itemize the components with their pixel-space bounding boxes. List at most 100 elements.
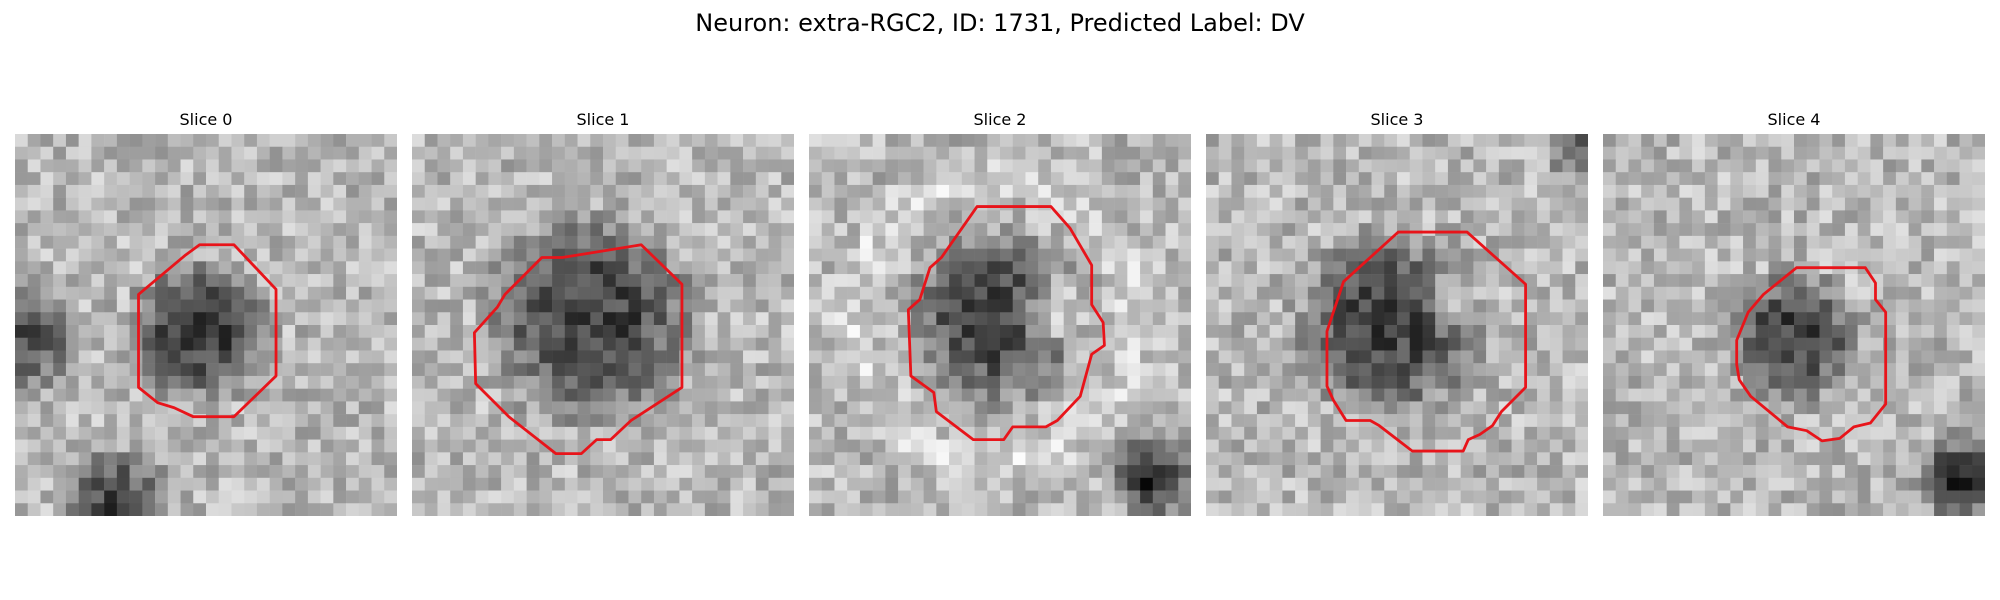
image-pixel: [1178, 414, 1191, 428]
image-pixel: [231, 477, 245, 491]
image-pixel: [1282, 401, 1296, 415]
image-pixel: [1012, 401, 1026, 415]
image-pixel: [1883, 490, 1897, 504]
image-pixel: [628, 261, 642, 275]
image-pixel: [1397, 350, 1410, 364]
image-pixel: [1140, 325, 1154, 338]
image-pixel: [358, 363, 372, 377]
image-pixel: [1857, 312, 1871, 326]
image-pixel: [1152, 414, 1166, 428]
image-pixel: [129, 210, 143, 224]
image-pixel: [809, 452, 822, 466]
image-pixel: [1794, 337, 1807, 351]
image-pixel: [307, 210, 321, 224]
image-pixel: [371, 274, 385, 288]
image-pixel: [320, 210, 334, 224]
image-pixel: [847, 490, 861, 504]
image-pixel: [1384, 172, 1398, 186]
image-pixel: [1165, 172, 1179, 186]
image-pixel: [1895, 299, 1909, 313]
image-pixel: [1768, 159, 1782, 173]
image-pixel: [218, 477, 232, 491]
image-pixel: [1089, 363, 1103, 377]
image-pixel: [1768, 286, 1782, 300]
image-pixel: [974, 363, 988, 377]
image-pixel: [885, 261, 899, 275]
image-pixel: [53, 426, 67, 440]
image-pixel: [501, 388, 515, 402]
image-pixel: [1140, 426, 1154, 440]
image-pixel: [320, 337, 334, 351]
image-pixel: [1946, 223, 1960, 237]
image-pixel: [1895, 414, 1909, 428]
image-pixel: [526, 248, 540, 262]
image-pixel: [768, 146, 782, 160]
image-pixel: [974, 159, 988, 173]
image-pixel: [1972, 465, 1985, 479]
image-pixel: [307, 439, 321, 453]
image-pixel: [1717, 223, 1731, 237]
image-pixel: [65, 197, 79, 211]
image-pixel: [371, 452, 385, 466]
image-pixel: [743, 363, 757, 377]
image-pixel: [1152, 134, 1166, 147]
image-pixel: [475, 363, 489, 377]
image-pixel: [1422, 452, 1436, 466]
image-pixel: [1206, 439, 1219, 453]
image-pixel: [809, 414, 822, 428]
image-pixel: [692, 261, 706, 275]
image-pixel: [320, 477, 334, 491]
image-pixel: [1282, 312, 1296, 326]
image-pixel: [1921, 134, 1935, 147]
image-pixel: [872, 337, 886, 351]
image-pixel: [809, 197, 822, 211]
image-pixel: [1704, 503, 1718, 516]
image-pixel: [1781, 388, 1795, 402]
image-pixel: [501, 490, 515, 504]
image-pixel: [1806, 172, 1820, 186]
image-pixel: [1346, 146, 1360, 160]
image-pixel: [781, 134, 794, 147]
image-pixel: [1549, 325, 1563, 338]
image-pixel: [1076, 490, 1090, 504]
image-pixel: [1012, 388, 1026, 402]
image-pixel: [1076, 197, 1090, 211]
image-pixel: [1346, 439, 1360, 453]
image-pixel: [809, 172, 822, 186]
image-pixel: [1524, 465, 1538, 479]
image-pixel: [653, 465, 667, 479]
image-pixel: [577, 223, 591, 237]
image-pixel: [1537, 337, 1551, 351]
image-pixel: [1819, 248, 1833, 262]
image-pixel: [1870, 477, 1884, 491]
image-pixel: [1295, 184, 1309, 198]
image-pixel: [974, 261, 988, 275]
image-pixel: [1371, 388, 1385, 402]
image-pixel: [1244, 388, 1258, 402]
image-pixel: [1473, 146, 1487, 160]
image-pixel: [1101, 172, 1115, 186]
image-pixel: [730, 439, 744, 453]
image-pixel: [78, 414, 92, 428]
image-pixel: [1114, 337, 1128, 351]
image-pixel: [180, 210, 194, 224]
image-pixel: [1511, 261, 1525, 275]
image-pixel: [1140, 223, 1154, 237]
image-pixel: [1959, 401, 1973, 415]
image-pixel: [1946, 286, 1960, 300]
image-pixel: [424, 286, 438, 300]
image-pixel: [513, 172, 527, 186]
image-pixel: [1358, 134, 1372, 147]
image-pixel: [1781, 325, 1795, 338]
image-pixel: [513, 477, 527, 491]
image-pixel: [1114, 184, 1128, 198]
image-pixel: [730, 426, 744, 440]
image-pixel: [1473, 477, 1487, 491]
image-pixel: [384, 490, 397, 504]
image-pixel: [15, 325, 28, 338]
image-pixel: [358, 414, 372, 428]
image-pixel: [1908, 490, 1922, 504]
image-pixel: [91, 363, 105, 377]
image-pixel: [1794, 146, 1807, 160]
image-pixel: [615, 197, 629, 211]
